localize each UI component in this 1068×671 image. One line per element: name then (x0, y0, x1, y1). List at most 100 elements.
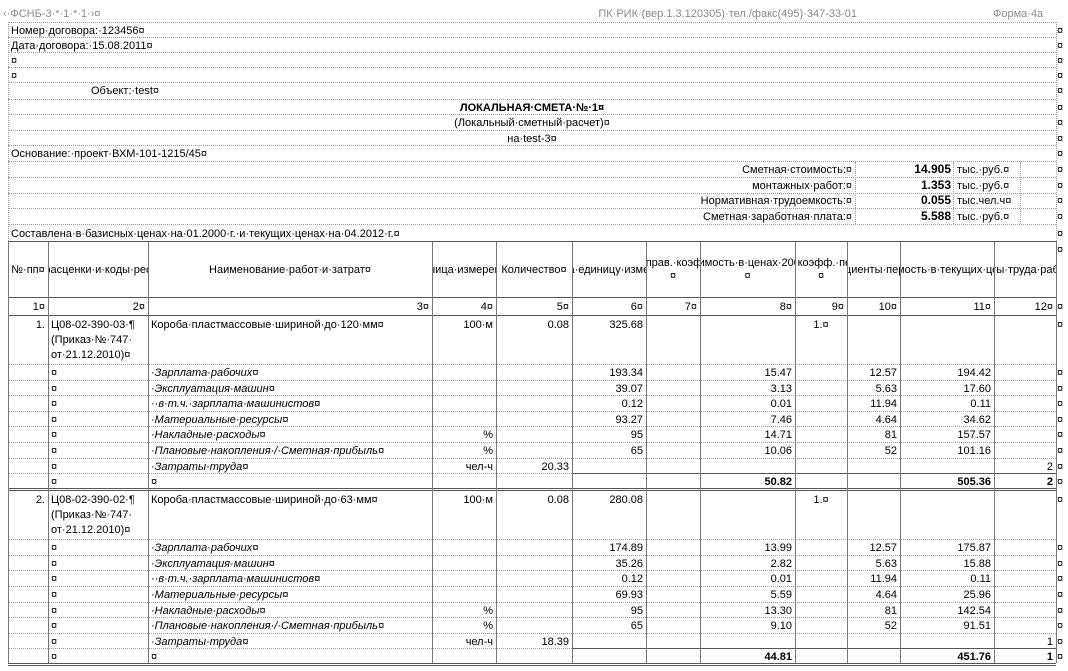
item-cell: 2. (35, 494, 45, 507)
info-line: ¤ (11, 70, 18, 82)
column-number: 6¤ (630, 301, 643, 313)
summary-unit: тыс.·руб.¤ (957, 179, 1010, 192)
cost-cell: ¤ (51, 542, 58, 555)
row-end-mark: ¤ (1057, 70, 1064, 82)
summary-label: Сметная·стоимость:¤ (742, 164, 852, 176)
row-end-mark: ¤ (1057, 85, 1064, 97)
rule (8, 488, 1056, 490)
row-end-mark: ¤ (1057, 398, 1064, 411)
cost-cell: ·Материальные·ресурсы¤ (151, 413, 289, 426)
rule (8, 52, 1056, 53)
row-end-mark: ¤ (1057, 25, 1064, 37)
cost-cell: ·Затраты·труда¤ (151, 635, 249, 648)
cost-cell: 11.94 (870, 573, 897, 586)
column-header: Цена·на·единицу·измерения¤ (572, 263, 646, 276)
rule (8, 223, 1056, 225)
rule (8, 648, 1056, 650)
row-end-mark: ¤ (1057, 40, 1064, 52)
cost-cell: 20.33 (541, 460, 569, 473)
summary-unit: тыс.·руб.¤ (957, 210, 1010, 223)
cost-cell: 101.16 (957, 445, 991, 457)
cost-cell: ··в·т.ч.·зарплата·машинистов¤ (151, 398, 321, 411)
item-cell: 1.¤ (813, 494, 829, 507)
total-cell: 505.36 (957, 476, 991, 489)
cost-cell: 5.63 (875, 557, 897, 570)
cost-cell: 10.06 (764, 445, 792, 457)
info-line: Номер·договора:·123456¤ (11, 25, 145, 37)
row-end-mark: ¤ (1057, 382, 1064, 395)
rule (8, 379, 1056, 381)
column-number: 5¤ (556, 301, 569, 313)
item-cell: 1.¤ (813, 319, 829, 331)
rule (8, 37, 1056, 38)
row-end-mark: ¤ (1057, 367, 1064, 379)
row-end-mark: ¤ (1057, 573, 1064, 586)
cost-cell: ·Материальные·ресурсы¤ (151, 589, 289, 601)
rule (8, 114, 1056, 115)
rule (8, 82, 1056, 83)
cost-cell: ¤ (51, 557, 58, 570)
cost-cell: 34.62 (963, 413, 991, 426)
total-cell: 50.82 (764, 476, 792, 489)
item-cell: Короба·пластмассовые·шириной·до·63·мм¤ (151, 494, 378, 507)
column-number: 11¤ (973, 301, 991, 313)
rule (8, 315, 1056, 316)
rule (8, 632, 1056, 634)
item-cell: 100·м (463, 494, 493, 507)
column-number: 3¤ (416, 301, 429, 313)
summary-value: 0.055 (920, 193, 951, 207)
rule (847, 241, 848, 664)
column-number: 7¤ (684, 301, 697, 313)
rule (953, 162, 954, 224)
item-cell: 325.68 (609, 319, 643, 331)
rule (8, 601, 1056, 603)
rule (8, 586, 1056, 587)
row-end-mark: ¤ (1057, 589, 1064, 601)
rule (8, 161, 1056, 162)
cost-cell: 5.59 (770, 589, 792, 601)
rule (994, 241, 995, 664)
cost-cell: 69.93 (615, 589, 643, 601)
row-end-mark: ¤ (1057, 460, 1064, 473)
resource-code: Ц08-02-390-03·¶ (51, 319, 135, 331)
cost-cell: 52 (884, 445, 897, 457)
row-end-mark: ¤ (1057, 244, 1064, 256)
rule (8, 457, 1056, 459)
rule (8, 130, 1056, 131)
cost-cell: 25.96 (963, 589, 991, 601)
cost-cell: 18.39 (541, 635, 569, 648)
summary-label: Нормативная·трудоемкость:¤ (700, 195, 852, 207)
column-header: Коэффициенты·пересчета¤ (847, 263, 900, 276)
row-end-mark: ¤ (1057, 55, 1064, 67)
column-header: Затраты·труда·рабочих¤ (994, 263, 1056, 276)
cost-cell: % (483, 604, 493, 617)
cost-cell: % (483, 620, 493, 633)
cost-cell: 0.12 (621, 398, 643, 411)
total-cell: ¤ (51, 651, 58, 664)
info-line: Дата·договора:·15.08.2011¤ (11, 40, 153, 52)
rule (8, 617, 1056, 619)
resource-code: Ц08-02-390-02·¶ (51, 494, 135, 507)
rule (8, 22, 9, 241)
rule (855, 162, 856, 224)
cost-cell: 4.64 (875, 589, 897, 601)
rule (8, 208, 1056, 209)
row-end-mark: ¤ (1057, 494, 1064, 507)
column-header: Шифр·расценки·и·коды·ресурсов¤ (48, 263, 148, 276)
cost-cell: 95 (630, 604, 643, 617)
cost-cell: 174.89 (609, 542, 643, 555)
row-end-mark: ¤ (1057, 117, 1064, 129)
rule (8, 22, 1056, 23)
form-name: Форма·4а (993, 8, 1044, 20)
rule (8, 99, 1056, 100)
column-number: 2¤ (132, 301, 145, 313)
row-end-mark: ¤ (1057, 651, 1064, 664)
cost-cell: ¤ (51, 589, 58, 601)
rule (1056, 241, 1057, 664)
row-end-mark: ¤ (1057, 102, 1064, 114)
column-number: 9¤ (831, 301, 844, 313)
row-end-mark: ¤ (1057, 445, 1064, 457)
cost-cell: ¤ (51, 413, 58, 426)
rule (8, 364, 1056, 365)
column-header: Единица·измерения¤ (432, 263, 496, 276)
